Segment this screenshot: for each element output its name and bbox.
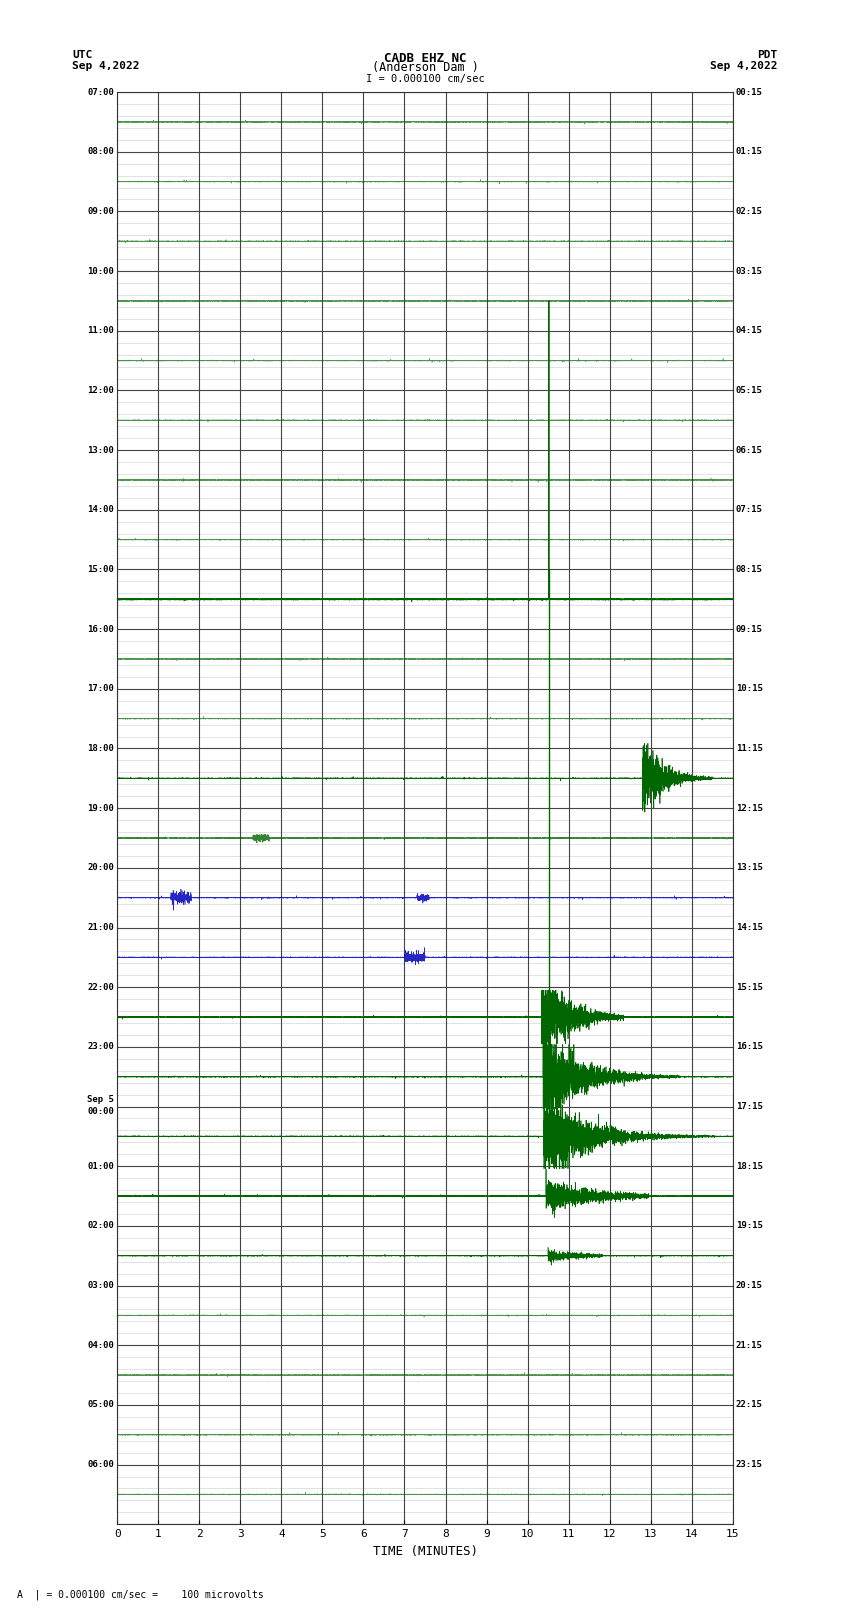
- Text: PDT: PDT: [757, 50, 778, 60]
- Text: 18:15: 18:15: [735, 1161, 762, 1171]
- Text: 02:15: 02:15: [735, 206, 762, 216]
- Text: 09:15: 09:15: [735, 624, 762, 634]
- Text: 10:15: 10:15: [735, 684, 762, 694]
- X-axis label: TIME (MINUTES): TIME (MINUTES): [372, 1545, 478, 1558]
- Text: 08:00: 08:00: [88, 147, 115, 156]
- Text: 16:00: 16:00: [88, 624, 115, 634]
- Text: 19:15: 19:15: [735, 1221, 762, 1231]
- Text: 12:00: 12:00: [88, 386, 115, 395]
- Text: 22:15: 22:15: [735, 1400, 762, 1410]
- Text: 17:15: 17:15: [735, 1102, 762, 1111]
- Text: 00:15: 00:15: [735, 87, 762, 97]
- Text: Sep 5: Sep 5: [88, 1095, 115, 1103]
- Text: CADB EHZ NC: CADB EHZ NC: [383, 52, 467, 65]
- Text: 13:00: 13:00: [88, 445, 115, 455]
- Text: A  | = 0.000100 cm/sec =    100 microvolts: A | = 0.000100 cm/sec = 100 microvolts: [17, 1589, 264, 1600]
- Text: 22:00: 22:00: [88, 982, 115, 992]
- Text: 07:15: 07:15: [735, 505, 762, 515]
- Text: 19:00: 19:00: [88, 803, 115, 813]
- Text: Sep 4,2022: Sep 4,2022: [711, 61, 778, 71]
- Text: 21:15: 21:15: [735, 1340, 762, 1350]
- Text: 04:15: 04:15: [735, 326, 762, 336]
- Text: 15:00: 15:00: [88, 565, 115, 574]
- Text: 18:00: 18:00: [88, 744, 115, 753]
- Text: 11:15: 11:15: [735, 744, 762, 753]
- Text: 16:15: 16:15: [735, 1042, 762, 1052]
- Text: 09:00: 09:00: [88, 206, 115, 216]
- Text: UTC: UTC: [72, 50, 93, 60]
- Text: 23:00: 23:00: [88, 1042, 115, 1052]
- Text: 11:00: 11:00: [88, 326, 115, 336]
- Text: 04:00: 04:00: [88, 1340, 115, 1350]
- Text: 05:00: 05:00: [88, 1400, 115, 1410]
- Text: 20:15: 20:15: [735, 1281, 762, 1290]
- Text: 21:00: 21:00: [88, 923, 115, 932]
- Text: 01:00: 01:00: [88, 1161, 115, 1171]
- Text: 06:15: 06:15: [735, 445, 762, 455]
- Text: 07:00: 07:00: [88, 87, 115, 97]
- Text: 08:15: 08:15: [735, 565, 762, 574]
- Text: 23:15: 23:15: [735, 1460, 762, 1469]
- Text: 00:00: 00:00: [88, 1107, 115, 1116]
- Text: Sep 4,2022: Sep 4,2022: [72, 61, 139, 71]
- Text: I = 0.000100 cm/sec: I = 0.000100 cm/sec: [366, 74, 484, 84]
- Text: 02:00: 02:00: [88, 1221, 115, 1231]
- Text: 20:00: 20:00: [88, 863, 115, 873]
- Text: 14:00: 14:00: [88, 505, 115, 515]
- Text: 05:15: 05:15: [735, 386, 762, 395]
- Text: 01:15: 01:15: [735, 147, 762, 156]
- Text: (Anderson Dam ): (Anderson Dam ): [371, 61, 479, 74]
- Text: 06:00: 06:00: [88, 1460, 115, 1469]
- Text: 10:00: 10:00: [88, 266, 115, 276]
- Text: 14:15: 14:15: [735, 923, 762, 932]
- Text: 12:15: 12:15: [735, 803, 762, 813]
- Text: 15:15: 15:15: [735, 982, 762, 992]
- Text: 03:00: 03:00: [88, 1281, 115, 1290]
- Text: 17:00: 17:00: [88, 684, 115, 694]
- Text: 13:15: 13:15: [735, 863, 762, 873]
- Text: 03:15: 03:15: [735, 266, 762, 276]
